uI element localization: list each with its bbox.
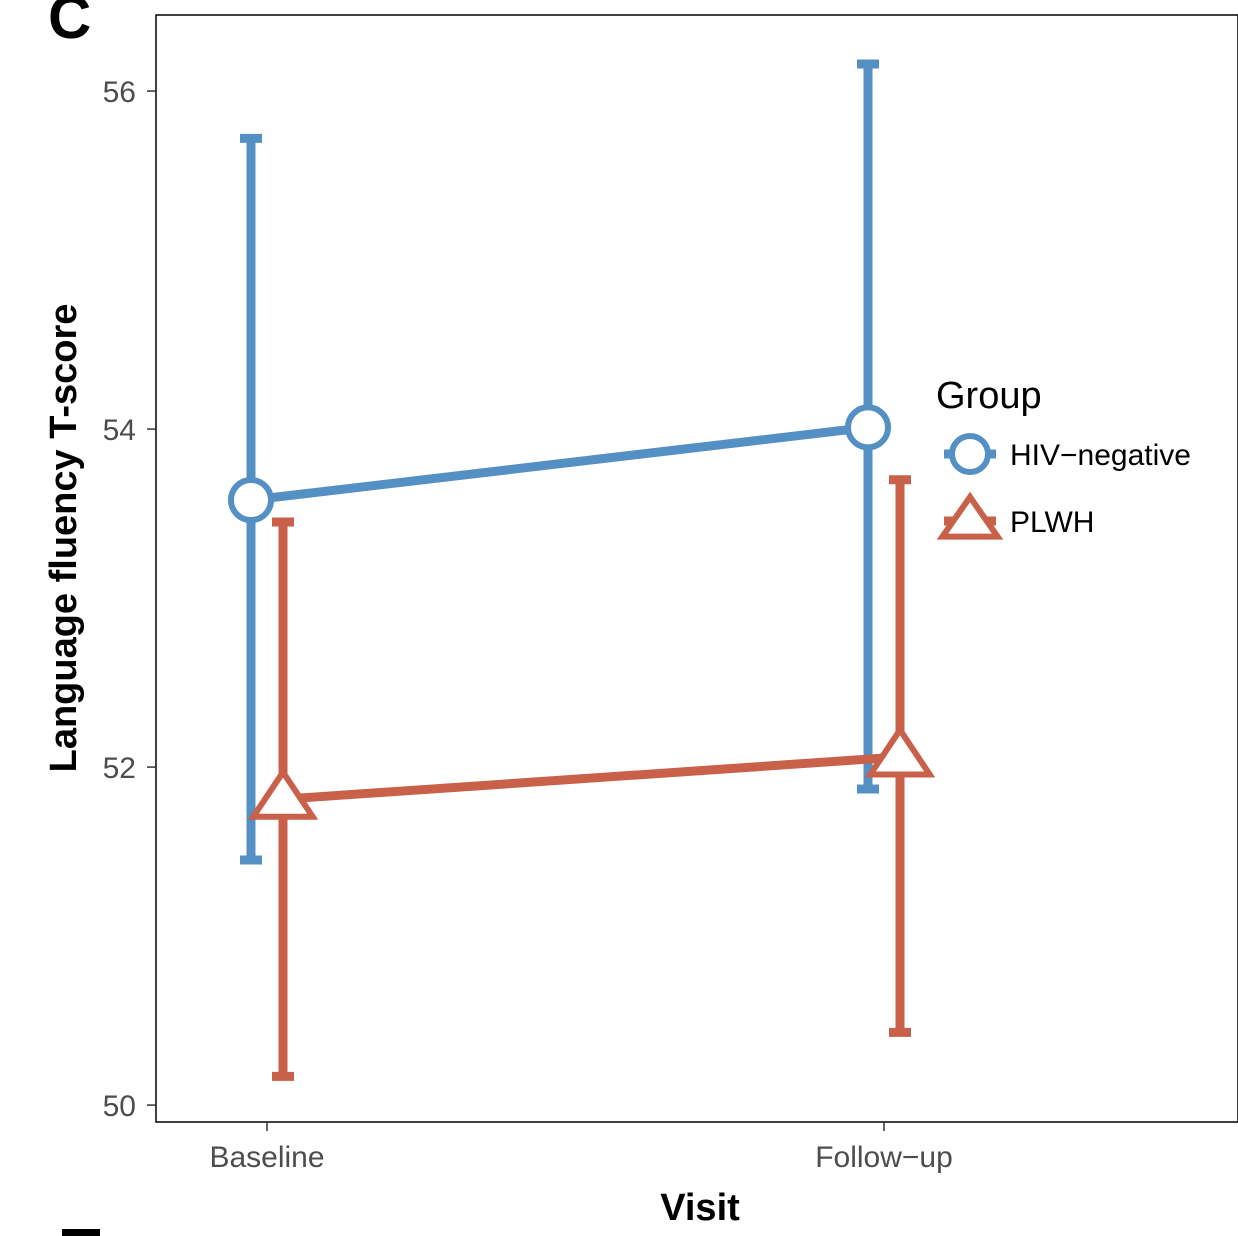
legend-key-circle [949, 433, 991, 475]
x-tick-label: Baseline [209, 1141, 324, 1174]
bottom-panel-edge [62, 1229, 100, 1236]
series-line [250, 422, 869, 505]
data-point [228, 477, 274, 524]
series-line [282, 752, 901, 804]
legend-item: HIV−negative [944, 433, 1191, 475]
series-layer [228, 59, 936, 1081]
x-axis: Baseline Follow−up [209, 1122, 953, 1174]
legend: Group HIV−negative PLWH [936, 375, 1191, 540]
legend-title: Group [936, 375, 1042, 417]
legend-label: HIV−negative [1010, 439, 1191, 472]
y-axis-title: Language fluency T-score [43, 304, 85, 773]
legend-key-triangle [936, 491, 1004, 540]
data-point [864, 724, 936, 778]
series-1 [247, 475, 936, 1081]
series-0 [228, 59, 891, 865]
y-tick-label: 54 [103, 414, 136, 447]
x-axis-title: Visit [660, 1187, 740, 1229]
legend-label: PLWH [1010, 506, 1094, 539]
y-axis: 50 52 54 56 [103, 76, 156, 1123]
plot-panel [155, 14, 1238, 1123]
y-tick-label: 50 [103, 1090, 136, 1123]
data-point [845, 404, 891, 451]
y-tick-label: 52 [103, 752, 136, 785]
x-tick-label: Follow−up [815, 1141, 953, 1174]
data-point [247, 766, 319, 820]
legend-item: PLWH [936, 491, 1094, 540]
panel-letter: C [48, 0, 91, 51]
y-tick-label: 56 [103, 76, 136, 109]
